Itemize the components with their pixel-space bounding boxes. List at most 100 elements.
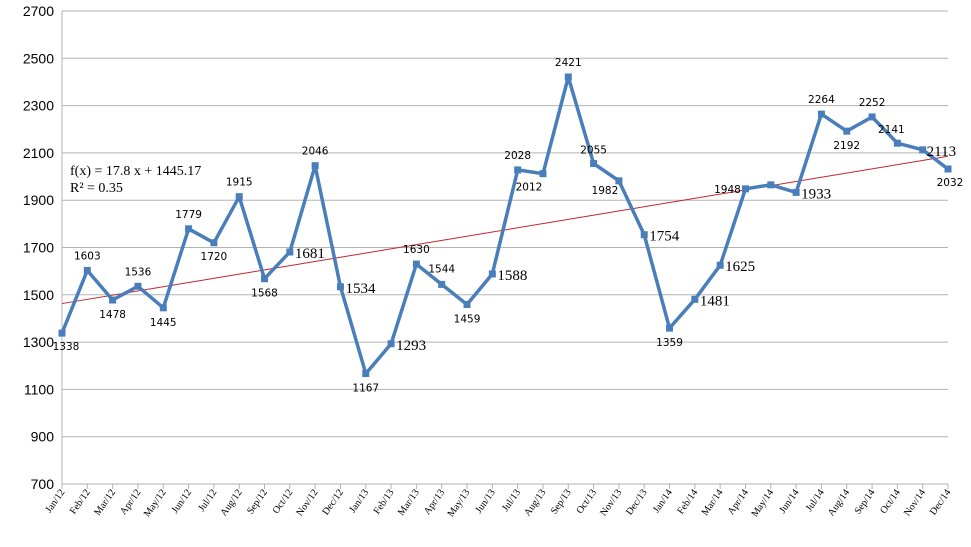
x-tick-label: Apr/12 xyxy=(118,487,143,517)
y-tick-label: 2300 xyxy=(23,98,54,114)
trendline-equation: f(x) = 17.8 x + 1445.17 xyxy=(70,164,201,179)
data-point xyxy=(261,275,269,283)
x-tick-label: May/14 xyxy=(749,487,776,519)
data-point xyxy=(109,296,117,304)
data-labels: 1338 1603 1478 1536 1445 1779 1720 1915 1568 1681… xyxy=(53,57,964,395)
x-tick-label: Apr/14 xyxy=(726,487,751,517)
trendline-r2: R² = 0.35 xyxy=(70,181,123,196)
data-point xyxy=(741,185,749,193)
data-point xyxy=(412,260,420,268)
x-tick-label: Jul/12 xyxy=(196,487,219,513)
x-tick-label: Nov/14 xyxy=(902,487,928,518)
x-tick-label: Oct/13 xyxy=(574,487,599,516)
data-label: 2032 xyxy=(937,177,964,189)
data-label: 1625 xyxy=(725,259,755,275)
data-label: 1544 xyxy=(428,263,455,275)
x-tick-label: Mar/13 xyxy=(396,487,422,517)
x-tick-label: Jan/14 xyxy=(651,487,675,515)
x-tick-label: Feb/13 xyxy=(372,487,397,516)
y-tick-label: 1300 xyxy=(23,334,54,350)
data-point xyxy=(590,160,598,168)
data-point xyxy=(235,193,243,201)
data-point xyxy=(514,166,522,174)
x-tick-label: May/13 xyxy=(446,487,473,519)
data-point xyxy=(944,165,952,173)
data-label: 1915 xyxy=(226,177,253,189)
data-point xyxy=(159,304,167,312)
x-tick-label: Jun/12 xyxy=(170,487,194,515)
data-label: 1948 xyxy=(714,184,741,196)
data-label: 1588 xyxy=(497,268,527,284)
x-tick-label: Mar/12 xyxy=(92,487,118,517)
data-label: 1779 xyxy=(175,209,202,221)
y-tick-label: 1900 xyxy=(23,192,54,208)
data-point xyxy=(286,248,294,256)
data-point xyxy=(83,266,91,274)
data-label: 1720 xyxy=(201,251,228,263)
data-point xyxy=(868,113,876,121)
data-point xyxy=(58,329,66,337)
x-tick-label: Aug/13 xyxy=(522,487,548,518)
data-point xyxy=(564,73,572,81)
x-tick-label: Jun/13 xyxy=(473,487,497,515)
data-label: 1481 xyxy=(700,293,730,309)
y-tick-label: 2700 xyxy=(23,3,54,19)
data-point xyxy=(792,188,800,196)
data-point xyxy=(767,181,775,189)
data-label: 1536 xyxy=(125,266,152,278)
x-tick-label: Apr/13 xyxy=(422,487,447,517)
x-tick-label: Jul/13 xyxy=(500,487,523,513)
x-tick-label: Dec/12 xyxy=(320,487,346,517)
gridlines xyxy=(62,10,948,485)
x-tick-label: Dec/13 xyxy=(624,487,650,517)
x-tick-label: May/12 xyxy=(142,487,169,519)
data-label: 1982 xyxy=(592,185,619,197)
data-point xyxy=(463,300,471,308)
y-tick-label: 900 xyxy=(31,429,55,445)
x-tick-label: Sep/13 xyxy=(549,487,574,516)
y-tick-label: 1100 xyxy=(24,381,54,397)
data-label: 2046 xyxy=(302,146,329,158)
data-point xyxy=(893,139,901,147)
x-tick-label: Sep/12 xyxy=(245,487,270,516)
data-label: 2252 xyxy=(859,97,886,109)
x-tick-label: Feb/12 xyxy=(68,487,93,516)
x-tick-label: Feb/14 xyxy=(675,487,700,516)
x-tick-label: Sep/14 xyxy=(853,487,878,516)
data-point xyxy=(210,239,218,247)
data-series xyxy=(58,73,952,378)
data-point xyxy=(185,225,193,233)
data-point xyxy=(387,340,395,348)
data-point xyxy=(843,127,851,135)
data-label: 1293 xyxy=(396,338,426,354)
data-label: 2141 xyxy=(878,124,905,136)
data-label: 2055 xyxy=(580,145,607,157)
data-label: 1603 xyxy=(74,250,101,262)
x-tick-label: Aug/14 xyxy=(826,487,852,518)
data-label: 1630 xyxy=(403,244,430,256)
data-point xyxy=(817,110,825,118)
data-point xyxy=(615,177,623,185)
data-point xyxy=(919,146,927,154)
data-label: 1459 xyxy=(454,313,481,325)
data-label: 2113 xyxy=(927,144,956,160)
data-label: 1478 xyxy=(99,309,126,321)
x-tick-label: Oct/12 xyxy=(271,487,296,516)
data-point xyxy=(716,261,724,269)
y-tick-label: 1700 xyxy=(23,240,54,256)
y-tick-labels: 700 900 1100 1300 1500 1700 1900 2100 2300 2500 27… xyxy=(23,3,54,492)
x-tick-label: Nov/12 xyxy=(294,487,320,518)
x-tick-label: Nov/13 xyxy=(598,487,624,518)
data-point xyxy=(336,283,344,291)
data-label: 1359 xyxy=(656,337,683,349)
y-tick-label: 700 xyxy=(31,476,55,492)
data-label: 2192 xyxy=(833,140,860,152)
data-label: 2012 xyxy=(516,182,543,194)
data-point xyxy=(666,324,674,332)
data-label: 2264 xyxy=(808,94,835,106)
x-tick-label: Jul/14 xyxy=(804,487,827,513)
data-label: 1338 xyxy=(53,341,80,353)
data-label: 1445 xyxy=(150,317,177,329)
